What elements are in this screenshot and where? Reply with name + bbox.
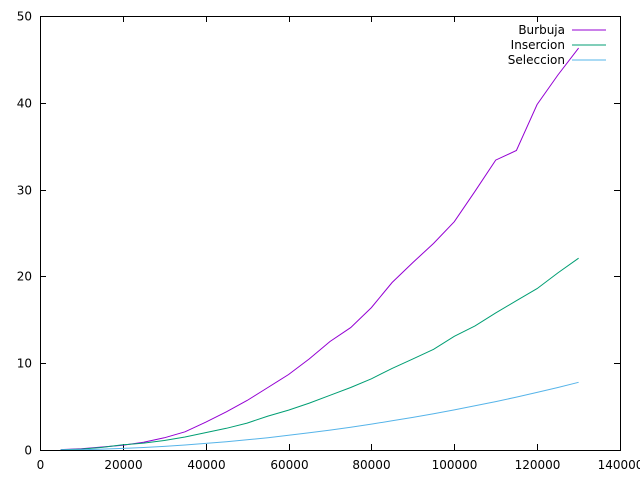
y-tick-label: 30	[17, 184, 32, 198]
y-tick-label: 20	[17, 270, 32, 284]
x-tick-label: 0	[37, 458, 45, 472]
series-line-burbuja	[60, 47, 579, 451]
series-line-seleccion	[60, 381, 579, 451]
legend-label: Burbuja	[518, 23, 565, 37]
plot-frame	[40, 16, 621, 451]
x-tick-label: 60000	[270, 458, 308, 472]
legend-label: Insercion	[511, 38, 565, 52]
y-tick-label: 50	[17, 10, 32, 24]
y-tick-label: 10	[17, 357, 32, 371]
series-line-insercion	[60, 257, 579, 451]
legend-label: Seleccion	[508, 53, 565, 67]
axis-ticks: 0 20000 40000 60000 80000 100000 120000 140000 0…	[17, 10, 640, 473]
x-tick-label: 20000	[104, 458, 142, 472]
x-tick-label: 100000	[432, 458, 478, 472]
x-tick-label: 140000	[598, 458, 640, 472]
x-tick-label: 80000	[352, 458, 390, 472]
series-lines	[60, 47, 579, 451]
y-tick-label: 40	[17, 97, 32, 111]
y-tick-label: 0	[24, 444, 32, 458]
x-tick-label: 120000	[515, 458, 561, 472]
x-tick-label: 40000	[187, 458, 225, 472]
